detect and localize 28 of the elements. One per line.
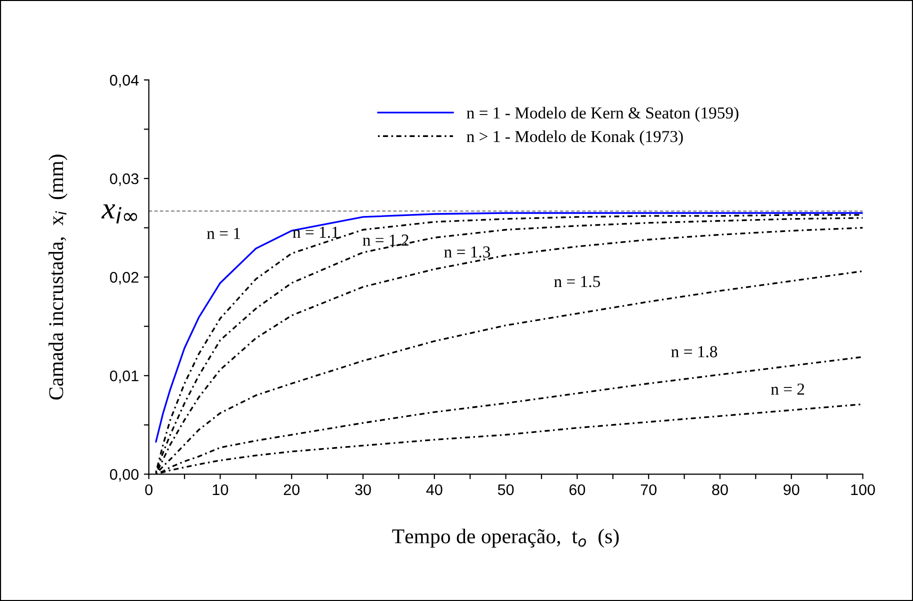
x-tick-label: 90 bbox=[784, 484, 800, 496]
x-tick-label: 0 bbox=[145, 484, 152, 496]
y-axis-title: Camada incrustada, x$_{i}$ (mm) bbox=[48, 154, 68, 400]
y-tick-label: 0,04 bbox=[110, 74, 139, 88]
x-tick-label: 50 bbox=[498, 484, 514, 496]
annotation: n = 1 bbox=[206, 228, 240, 239]
x-tick-label: 30 bbox=[355, 484, 371, 496]
x-tick-label: 40 bbox=[426, 484, 442, 496]
annotation: n = 1.8 bbox=[671, 346, 718, 358]
y-tick-label: 0,02 bbox=[110, 272, 138, 285]
y-tick-label: 0,03 bbox=[110, 173, 138, 186]
x-tick-label: 20 bbox=[284, 484, 300, 496]
x-tick-label: 10 bbox=[212, 484, 228, 496]
x-axis-title: Tempo de operação, t$_{o}$ (s) bbox=[392, 528, 619, 548]
y-tick-label: 0,00 bbox=[110, 469, 138, 482]
ref-line-label: x$_{i∞}$ bbox=[101, 204, 138, 224]
annotation: n = 1.5 bbox=[554, 276, 600, 288]
legend-label: n > 1 - Modelo de Konak (1973) bbox=[466, 130, 683, 146]
annotation: n = 2 bbox=[771, 384, 804, 395]
y-tick-label: 0,01 bbox=[110, 370, 138, 384]
x-tick-label: 60 bbox=[569, 484, 586, 496]
x-tick-label: 70 bbox=[640, 484, 656, 496]
annotation: n = 1.1 bbox=[292, 226, 338, 238]
annotation: n = 1.2 bbox=[362, 234, 408, 246]
x-tick-label: 80 bbox=[712, 484, 728, 496]
legend-label: n = 1 - Modelo de Kern & Seaton (1959) bbox=[466, 106, 738, 122]
annotation: n = 1.3 bbox=[444, 246, 490, 258]
x-tick-label: 100 bbox=[851, 484, 875, 496]
